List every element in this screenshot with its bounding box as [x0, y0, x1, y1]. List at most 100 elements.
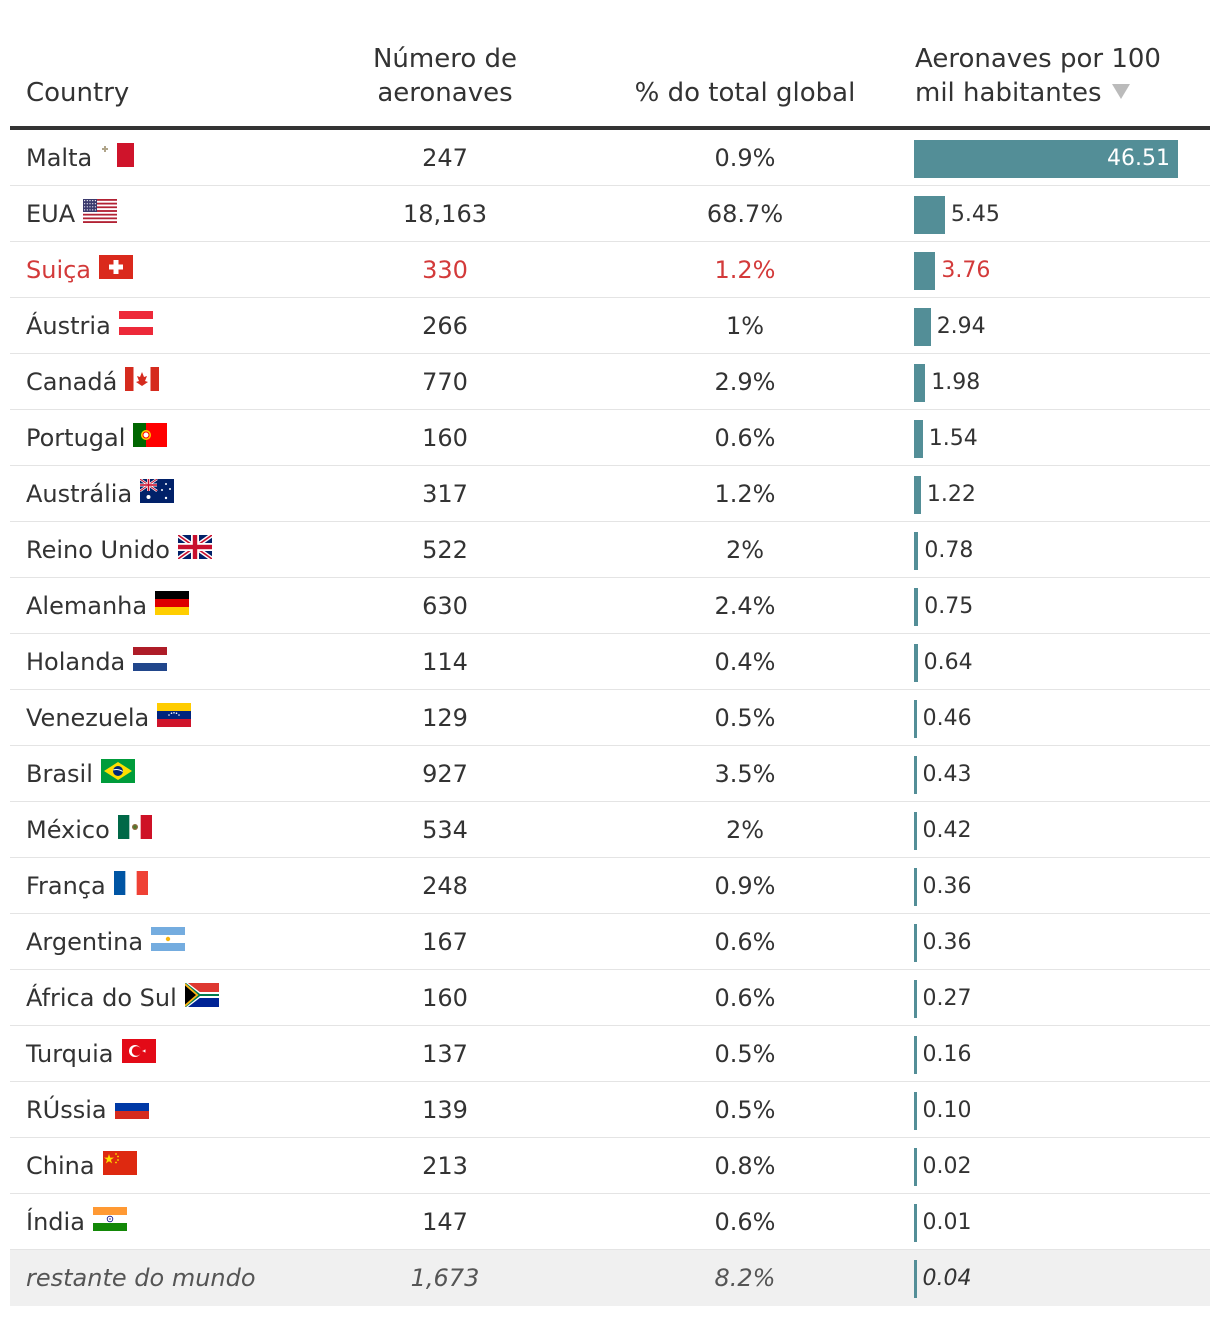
header-country[interactable]: Country: [26, 78, 130, 108]
bar: [914, 1036, 917, 1074]
country-name: Holanda: [26, 648, 126, 676]
bar: [914, 588, 919, 626]
table-row: Canadá 770 2.9% 1.98: [10, 354, 1210, 410]
country-name: México: [26, 816, 110, 844]
count-cell: 160: [422, 984, 468, 1012]
bar-value: 0.02: [922, 1154, 972, 1179]
country-cell: Portugal: [26, 410, 168, 466]
table-row: Índia 147 0.6% 0.01: [10, 1194, 1210, 1250]
pct-cell: 1.2%: [714, 256, 776, 284]
country-name: Canadá: [26, 368, 118, 396]
pct-cell: 68.7%: [706, 200, 784, 228]
bar-value: 46.51: [1107, 146, 1170, 171]
bar: [914, 980, 917, 1018]
bar: [914, 196, 945, 234]
bar-value: 1.54: [928, 426, 978, 451]
per100k-cell: 0.46: [914, 690, 1204, 746]
header-pct[interactable]: % do total global: [634, 78, 856, 108]
country-cell: Alemanha: [26, 578, 190, 634]
pct-cell: 0.9%: [714, 144, 776, 172]
flag-us-icon: [83, 199, 118, 229]
pct-cell: 0.5%: [714, 704, 776, 732]
bar-value: 3.76: [941, 258, 991, 283]
pct-cell: 2%: [725, 816, 765, 844]
per100k-cell: 0.78: [914, 522, 1204, 578]
count-cell: 167: [422, 928, 468, 956]
country-cell: Áustria: [26, 298, 153, 354]
count-cell: 137: [422, 1040, 468, 1068]
count-cell: 248: [422, 872, 468, 900]
bar: [914, 700, 917, 738]
bar-value: 0.36: [922, 874, 972, 899]
country-name: Venezuela: [26, 704, 150, 732]
country-cell: Venezuela: [26, 690, 192, 746]
table-row: Venezuela 129 0.5% 0.46: [10, 690, 1210, 746]
pct-cell: 0.5%: [714, 1040, 776, 1068]
flag-cn-icon: [102, 1151, 137, 1181]
per100k-cell: 2.94: [914, 298, 1204, 354]
table-row: RÚssia 139 0.5% 0.10: [10, 1082, 1210, 1138]
per100k-cell: 0.10: [914, 1082, 1204, 1138]
per100k-cell: 0.43: [914, 746, 1204, 802]
count-cell: 266: [422, 312, 468, 340]
count-cell: 114: [422, 648, 468, 676]
footer-bar-cell: 0.04: [914, 1250, 1204, 1306]
footer-pct: 8.2%: [714, 1264, 776, 1292]
bar-value: 1.22: [926, 482, 976, 507]
bar-value: 1.98: [931, 370, 981, 395]
flag-mt-icon: [100, 143, 135, 173]
footer-row-rest-of-world: restante do mundo 1,673 8.2% 0.04: [10, 1250, 1210, 1306]
country-cell: Brasil: [26, 746, 135, 802]
country-cell: Argentina: [26, 914, 186, 970]
table-row: Reino Unido 522 2% 0.78: [10, 522, 1210, 578]
pct-cell: 0.6%: [714, 1208, 776, 1236]
country-name: Argentina: [26, 928, 144, 956]
flag-in-icon: [92, 1207, 127, 1237]
bar-value: 0.78: [924, 538, 974, 563]
table-row: México 534 2% 0.42: [10, 802, 1210, 858]
country-name: Áustria: [26, 312, 111, 340]
bar-value: 0.01: [922, 1210, 972, 1235]
flag-at-icon: [118, 311, 153, 341]
country-cell: França: [26, 858, 148, 914]
country-cell: EUA: [26, 186, 118, 242]
country-name: Suiça: [26, 256, 92, 284]
bar: [914, 364, 926, 402]
footer-count: 1,673: [410, 1264, 480, 1292]
per100k-cell: 3.76: [914, 242, 1204, 298]
pct-cell: 0.8%: [714, 1152, 776, 1180]
bar-value: 0.43: [922, 762, 972, 787]
pct-cell: 1%: [725, 312, 765, 340]
country-cell: Índia: [26, 1194, 127, 1250]
per100k-cell: 1.22: [914, 466, 1204, 522]
bar-value: 0.64: [923, 650, 973, 675]
header-count[interactable]: Número de aeronaves: [372, 44, 518, 108]
flag-br-icon: [100, 759, 135, 789]
count-cell: 770: [422, 368, 468, 396]
bar: [914, 756, 917, 794]
per100k-cell: 0.36: [914, 914, 1204, 970]
per100k-cell: 1.98: [914, 354, 1204, 410]
pct-cell: 3.5%: [714, 760, 776, 788]
bar: [914, 476, 921, 514]
flag-pt-icon: [133, 423, 168, 453]
count-cell: 522: [422, 536, 468, 564]
count-cell: 630: [422, 592, 468, 620]
bar: [914, 420, 923, 458]
country-cell: África do Sul: [26, 970, 219, 1026]
flag-nl-icon: [133, 647, 168, 677]
bar: [914, 644, 918, 682]
header-per100k[interactable]: Aeronaves por 100 mil habitantes: [915, 42, 1185, 110]
pct-cell: 1.2%: [714, 480, 776, 508]
table-row: África do Sul 160 0.6% 0.27: [10, 970, 1210, 1026]
country-cell: Reino Unido: [26, 522, 214, 578]
bar-value: 0.10: [922, 1098, 972, 1123]
count-cell: 247: [422, 144, 468, 172]
count-cell: 213: [422, 1152, 468, 1180]
flag-ar-icon: [151, 927, 186, 957]
country-cell: México: [26, 802, 153, 858]
pct-cell: 0.6%: [714, 424, 776, 452]
country-name: RÚssia: [26, 1096, 107, 1124]
bar: [914, 308, 931, 346]
country-name: França: [26, 872, 106, 900]
